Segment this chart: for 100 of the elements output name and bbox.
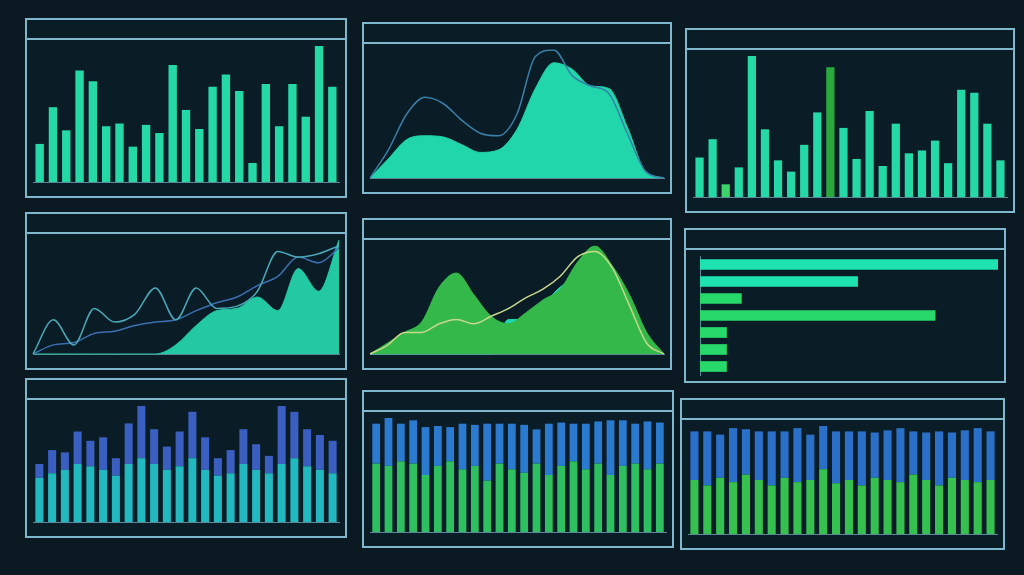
bar — [520, 424, 529, 473]
bar — [137, 458, 146, 522]
bar — [48, 450, 57, 474]
bar — [384, 465, 393, 532]
bar — [372, 423, 381, 464]
bar — [930, 140, 940, 197]
bar — [690, 431, 699, 480]
bar — [793, 482, 802, 534]
bar — [800, 144, 809, 197]
bar — [708, 139, 717, 197]
bar — [544, 423, 553, 475]
bar — [421, 427, 430, 475]
bar — [188, 458, 197, 522]
bar — [128, 146, 137, 182]
bar — [716, 477, 725, 534]
bar — [86, 440, 95, 467]
bar — [844, 431, 853, 480]
bar — [793, 428, 802, 483]
bar — [101, 126, 111, 182]
bar — [175, 431, 184, 467]
bar — [446, 427, 455, 462]
bar — [483, 480, 492, 532]
bar — [839, 127, 848, 197]
bar — [700, 310, 936, 321]
bar — [124, 423, 133, 464]
bar — [896, 482, 905, 534]
bar — [870, 432, 879, 478]
bar — [470, 424, 479, 466]
bar — [970, 92, 979, 197]
bar — [208, 86, 217, 182]
bar — [703, 485, 712, 534]
bar — [73, 431, 82, 464]
bar — [137, 406, 146, 459]
bar — [960, 480, 969, 534]
bar — [922, 432, 931, 480]
bar — [865, 110, 874, 197]
bar — [99, 437, 108, 470]
bar — [115, 123, 124, 182]
bar — [111, 475, 120, 522]
bar — [780, 431, 789, 478]
bar — [124, 464, 133, 522]
bar — [421, 475, 430, 532]
bar — [690, 480, 699, 534]
bar — [328, 440, 337, 474]
bar — [896, 428, 905, 483]
bar — [986, 480, 995, 534]
bar — [201, 437, 210, 470]
bar — [188, 411, 197, 459]
bar — [396, 461, 405, 532]
bar — [754, 431, 763, 480]
bar — [935, 485, 944, 534]
bar — [806, 480, 815, 534]
bar — [328, 473, 337, 522]
bar — [909, 431, 918, 475]
bar — [60, 469, 69, 522]
bar — [314, 46, 324, 182]
bar — [409, 463, 418, 532]
bar — [226, 450, 235, 474]
bar — [520, 472, 529, 532]
bar — [277, 464, 286, 522]
bar — [396, 423, 405, 462]
bar — [909, 474, 918, 534]
bar — [35, 477, 44, 522]
bar — [213, 475, 222, 522]
bar — [729, 428, 738, 483]
bar — [433, 465, 442, 532]
bar — [433, 425, 442, 466]
bar — [328, 86, 337, 182]
bar — [944, 163, 953, 197]
bar — [594, 421, 603, 464]
bar — [88, 81, 98, 182]
bar — [274, 126, 284, 182]
bar — [141, 124, 151, 182]
bar — [787, 171, 796, 197]
bar — [852, 158, 861, 197]
bar — [986, 431, 995, 480]
bar — [384, 418, 393, 466]
bar — [581, 423, 590, 470]
bar — [73, 464, 82, 522]
bar — [904, 153, 913, 197]
bar — [507, 423, 516, 470]
bar — [767, 431, 776, 486]
bar — [883, 480, 892, 534]
bar — [700, 259, 998, 270]
bar — [495, 423, 504, 464]
bar — [239, 464, 248, 522]
bar — [111, 458, 120, 476]
bar — [239, 429, 248, 464]
bar — [870, 477, 879, 534]
bar — [891, 123, 900, 197]
bar — [618, 420, 627, 466]
bar — [288, 84, 297, 182]
bar — [252, 444, 261, 470]
bar — [175, 466, 184, 522]
bar — [581, 469, 590, 532]
bar — [878, 165, 887, 197]
bar — [213, 458, 222, 476]
bar — [700, 344, 727, 355]
bar — [35, 464, 44, 478]
bar — [996, 160, 1005, 197]
